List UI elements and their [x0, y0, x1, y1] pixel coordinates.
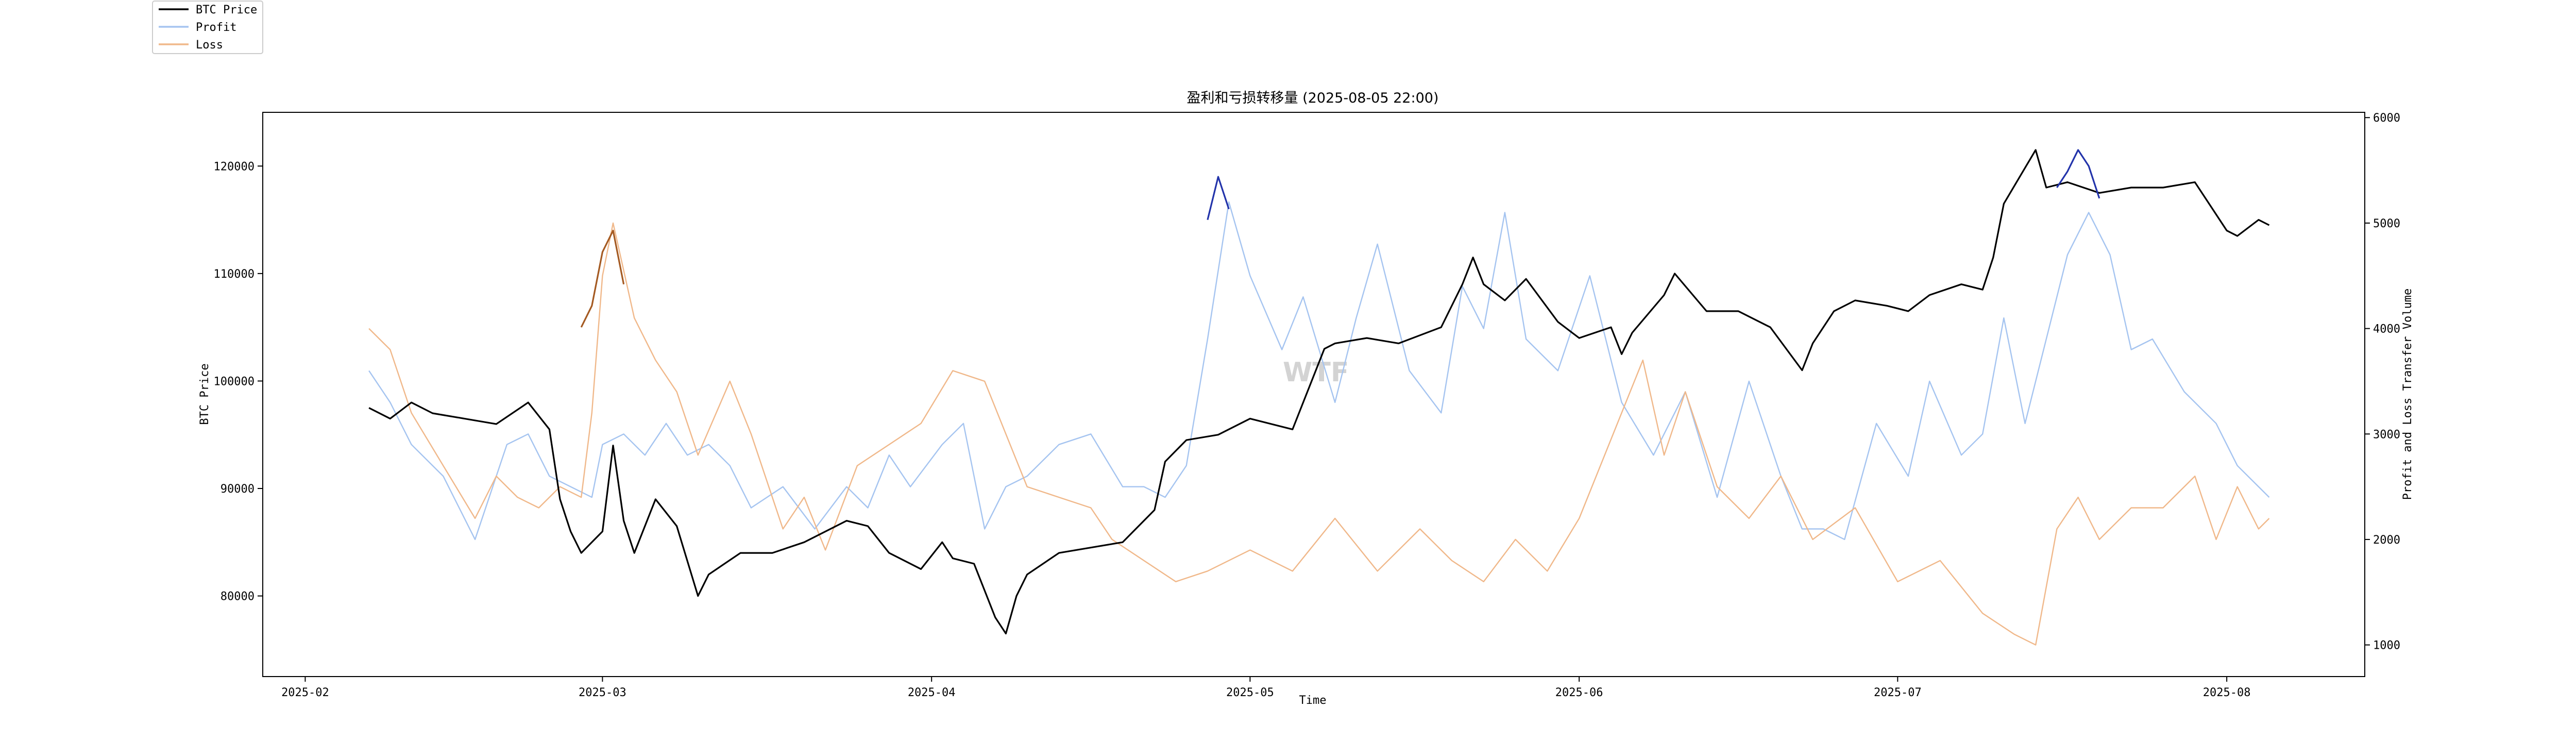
series-lines	[368, 149, 2270, 646]
legend-label-2: Loss	[196, 39, 223, 52]
x-tick-label-5: 2025-07	[1874, 686, 1922, 699]
series-line-4	[1207, 176, 1230, 220]
x-axis-title: Time	[1299, 694, 1327, 707]
watermark: WTF	[1283, 357, 1349, 388]
x-tick-label-1: 2025-03	[579, 686, 626, 699]
y-left-tick-label-3: 110000	[214, 268, 255, 281]
y-left-tick-label-1: 90000	[221, 483, 255, 496]
series-line-3	[580, 229, 625, 328]
series-line-5	[2056, 149, 2100, 199]
y-left-tick-label-4: 120000	[214, 160, 255, 173]
series-line-0	[368, 149, 2270, 635]
y-right-tick-label-5: 6000	[2373, 112, 2400, 125]
y-axis-right: 1000 2000 3000 4000 5000 6000	[2365, 112, 2400, 652]
x-axis: 2025-02 2025-03 2025-04 2025-05 2025-06 2025-…	[281, 677, 2250, 699]
y-axis-right-title: Profit and Loss Transfer Volume	[2401, 289, 2414, 500]
plot-frame	[262, 112, 2365, 677]
x-tick-label-0: 2025-02	[281, 686, 329, 699]
y-right-tick-label-4: 5000	[2373, 217, 2400, 230]
y-right-tick-label-3: 4000	[2373, 323, 2400, 336]
y-right-tick-label-0: 1000	[2373, 639, 2400, 652]
y-right-tick-label-1: 2000	[2373, 534, 2400, 547]
legend-label-0: BTC Price	[196, 4, 257, 16]
legend-label-1: Profit	[196, 21, 236, 34]
series-line-2	[368, 222, 2270, 646]
x-tick-label-6: 2025-08	[2203, 686, 2251, 699]
chart-title: 盈利和亏损转移量 (2025-08-05 22:00)	[1187, 90, 1439, 106]
y-left-tick-label-2: 100000	[214, 375, 255, 388]
y-axis-left: 80000 90000 100000 110000 120000	[214, 160, 263, 603]
x-tick-label-2: 2025-04	[908, 686, 956, 699]
series-line-1	[368, 201, 2270, 541]
y-axis-left-title: BTC Price	[198, 363, 211, 425]
x-tick-label-3: 2025-05	[1226, 686, 1274, 699]
legend-box	[152, 1, 263, 54]
y-right-tick-label-2: 3000	[2373, 428, 2400, 441]
y-left-tick-label-0: 80000	[221, 591, 255, 603]
x-tick-label-4: 2025-06	[1555, 686, 1603, 699]
legend: BTC Price Profit Loss	[152, 1, 263, 54]
